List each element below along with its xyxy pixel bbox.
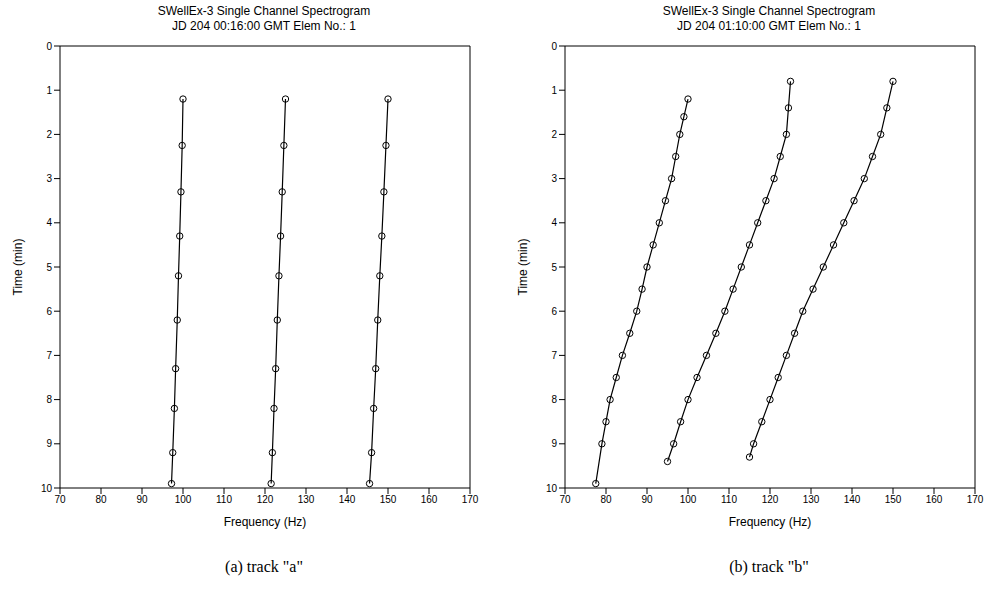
- svg-text:9: 9: [46, 438, 52, 449]
- svg-text:70: 70: [559, 494, 571, 505]
- svg-text:160: 160: [926, 494, 943, 505]
- svg-text:150: 150: [885, 494, 902, 505]
- svg-text:Time (min): Time (min): [516, 239, 530, 296]
- svg-text:2: 2: [551, 129, 557, 140]
- svg-text:90: 90: [641, 494, 653, 505]
- html-text:JD 204 01:10:00 GMT Elem No.:: JD 204 01:10:00 GMT Elem No.: 1: [677, 19, 861, 33]
- svg-text:130: 130: [298, 494, 315, 505]
- svg-text:160: 160: [421, 494, 438, 505]
- svg-text:140: 140: [339, 494, 356, 505]
- svg-text:9: 9: [551, 438, 557, 449]
- svg-text:110: 110: [721, 494, 737, 505]
- svg-text:110: 110: [216, 494, 232, 505]
- svg-text:1: 1: [551, 85, 557, 96]
- svg-text:120: 120: [762, 494, 779, 505]
- html-text:(a) track "a": (a) track "a": [225, 558, 303, 575]
- html-text:SWellEx-3 Single Channel Spect: SWellEx-3 Single Channel Spectrogram: [662, 4, 876, 18]
- svg-text:3: 3: [551, 173, 557, 184]
- svg-text:Time (min): Time (min): [11, 239, 25, 296]
- svg-text:3: 3: [46, 173, 52, 184]
- svg-text:7: 7: [46, 350, 52, 361]
- svg-text:70: 70: [54, 494, 66, 505]
- svg-text:150: 150: [380, 494, 397, 505]
- svg-text:8: 8: [551, 394, 557, 405]
- svg-text:140: 140: [844, 494, 861, 505]
- svg-text:130: 130: [803, 494, 820, 505]
- svg-text:5: 5: [46, 262, 52, 273]
- svg-text:170: 170: [967, 494, 984, 505]
- svg-text:8: 8: [46, 394, 52, 405]
- svg-text:100: 100: [175, 494, 192, 505]
- svg-text:2: 2: [46, 129, 52, 140]
- svg-text:4: 4: [551, 217, 557, 228]
- svg-text:4: 4: [46, 217, 52, 228]
- svg-text:6: 6: [46, 306, 52, 317]
- svg-text:7: 7: [551, 350, 557, 361]
- svg-text:90: 90: [136, 494, 148, 505]
- svg-text:Frequency (Hz): Frequency (Hz): [224, 515, 307, 529]
- svg-text:6: 6: [551, 306, 557, 317]
- svg-text:120: 120: [257, 494, 274, 505]
- svg-text:5: 5: [551, 262, 557, 273]
- svg-text:100: 100: [680, 494, 697, 505]
- svg-text:10: 10: [41, 483, 53, 494]
- svg-text:80: 80: [95, 494, 107, 505]
- svg-text:1: 1: [46, 85, 52, 96]
- svg-text:0: 0: [551, 41, 557, 52]
- svg-text:10: 10: [546, 483, 558, 494]
- html-text:(b) track "b": (b) track "b": [729, 558, 809, 575]
- svg-text:170: 170: [462, 494, 479, 505]
- svg-text:Frequency (Hz): Frequency (Hz): [729, 515, 812, 529]
- html-text:JD 204 00:16:00 GMT Elem No.:: JD 204 00:16:00 GMT Elem No.: 1: [172, 19, 356, 33]
- svg-text:0: 0: [46, 41, 52, 52]
- svg-text:80: 80: [600, 494, 612, 505]
- html-text:SWellEx-3 Single Channel Spect: SWellEx-3 Single Channel Spectrogram: [157, 4, 371, 18]
